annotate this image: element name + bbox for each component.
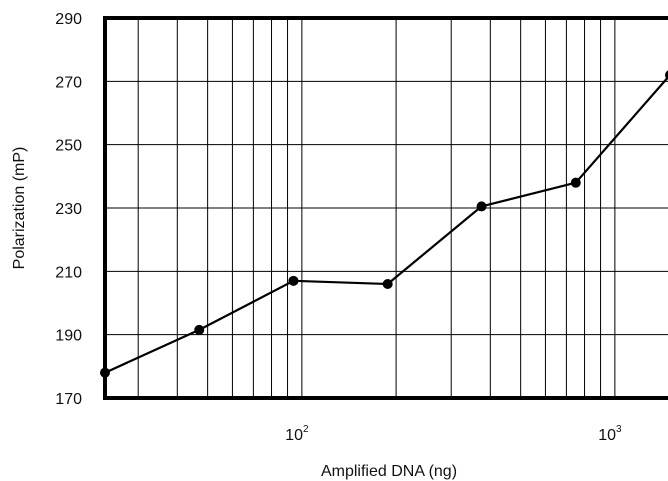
y-tick-label: 230 <box>55 201 82 218</box>
y-tick-label: 210 <box>55 264 82 281</box>
data-point <box>665 70 668 80</box>
y-tick-label: 290 <box>55 11 82 28</box>
y-tick-label: 170 <box>55 391 82 408</box>
y-tick-label: 270 <box>55 74 82 91</box>
x-tick-label: 103 <box>598 424 622 444</box>
plot-frame <box>103 16 668 400</box>
series <box>100 70 668 378</box>
data-point <box>288 275 299 286</box>
data-point <box>194 324 205 335</box>
y-tick-label: 190 <box>55 328 82 345</box>
y-tick-labels: 170 190 210 230 250 270 290 <box>55 11 82 408</box>
data-point <box>382 279 393 289</box>
x-axis-label: Amplified DNA (ng) <box>321 463 457 480</box>
y-tick-label: 250 <box>55 138 82 155</box>
x-tick-label: 102 <box>285 424 309 444</box>
data-point <box>570 177 581 188</box>
grid <box>105 18 668 398</box>
data-point <box>476 201 487 212</box>
y-axis-label: Polarization (mP) <box>11 147 28 270</box>
series-line <box>104 75 668 374</box>
x-tick-labels: 102 103 <box>285 424 622 444</box>
